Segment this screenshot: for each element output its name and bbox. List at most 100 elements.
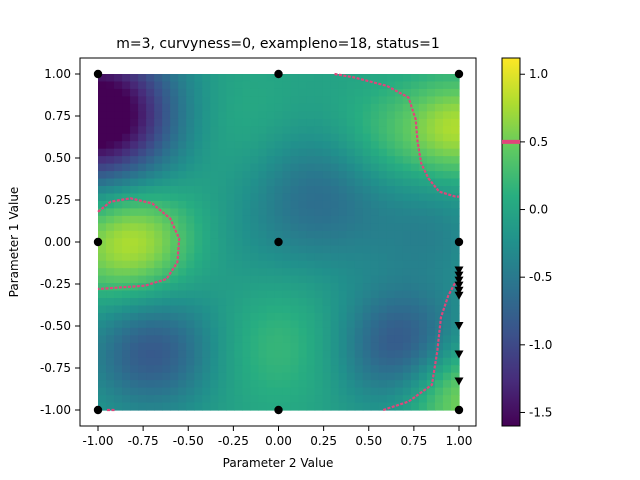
heatmap-cell [394, 163, 404, 172]
heatmap-cell [122, 200, 131, 209]
heatmap-cell [346, 298, 356, 307]
heatmap-cell [378, 312, 388, 321]
heatmap-cell [194, 186, 203, 195]
heatmap-cell [290, 305, 300, 314]
heatmap-cell [154, 178, 163, 187]
heatmap-cell [226, 118, 235, 127]
heatmap-cell [434, 88, 444, 97]
heatmap-cell [98, 103, 107, 112]
heatmap-cell [282, 335, 292, 344]
heatmap-cell [298, 365, 308, 374]
heatmap-cell [138, 350, 147, 359]
heatmap-cell [274, 133, 284, 142]
heatmap-cell [354, 283, 364, 292]
heatmap-cell [154, 208, 163, 217]
heatmap-cell [242, 268, 252, 277]
heatmap-cell [450, 305, 460, 314]
heatmap-cell [186, 402, 195, 411]
heatmap-cell [418, 111, 428, 120]
heatmap-cell [394, 380, 404, 389]
heatmap-cell [130, 141, 139, 150]
heatmap-cell [162, 141, 171, 150]
heatmap-cell [98, 163, 107, 172]
heatmap-cell [410, 335, 420, 344]
heatmap-cell [106, 163, 115, 172]
heatmap-cell [298, 88, 308, 97]
heatmap-cell [250, 260, 260, 269]
heatmap-cell [354, 200, 364, 209]
heatmap-cell [210, 275, 219, 284]
heatmap-cell [274, 380, 284, 389]
heatmap-cell [98, 88, 107, 97]
heatmap-cell [402, 350, 412, 359]
heatmap-cell [442, 372, 452, 381]
heatmap-cell [362, 193, 372, 202]
heatmap-cell [138, 253, 147, 262]
heatmap-cell [202, 111, 211, 120]
heatmap-cell [186, 118, 195, 127]
heatmap-cell [218, 335, 227, 344]
heatmap-cell [162, 103, 171, 112]
heatmap-cell [194, 298, 203, 307]
heatmap-cell [274, 253, 284, 262]
heatmap-cell [162, 193, 171, 202]
heatmap-cell [394, 178, 404, 187]
heatmap-cell [98, 230, 107, 239]
heatmap-cell [434, 245, 444, 254]
heatmap-cell [194, 342, 203, 351]
heatmap-cell [290, 118, 300, 127]
heatmap-cell [186, 372, 195, 381]
heatmap-cell [442, 126, 452, 135]
heatmap-cell [338, 402, 348, 411]
heatmap-cell [306, 148, 316, 157]
heatmap-cell [114, 327, 123, 336]
heatmap-cell [346, 156, 356, 165]
heatmap-cell [442, 275, 452, 284]
heatmap-cell [362, 223, 372, 232]
heatmap-cell [290, 365, 300, 374]
heatmap-cell [186, 380, 195, 389]
heatmap-cell [402, 141, 412, 150]
heatmap-cell [106, 223, 115, 232]
heatmap-cell [242, 81, 252, 90]
heatmap-cell [442, 395, 452, 404]
heatmap-cell [266, 283, 276, 292]
heatmap-cell [298, 126, 308, 135]
sample-point [454, 271, 464, 280]
heatmap-cell [378, 200, 388, 209]
heatmap-cell [370, 275, 380, 284]
heatmap-cell [130, 238, 139, 247]
heatmap-cell [442, 268, 452, 277]
heatmap-cell [226, 402, 235, 411]
heatmap-cell [362, 118, 372, 127]
heatmap-cell [234, 298, 243, 307]
heatmap-cell [282, 74, 292, 83]
heatmap-cell [178, 133, 187, 142]
heatmap-cell [114, 81, 123, 90]
heatmap-cell [106, 320, 115, 329]
heatmap-cell [226, 193, 235, 202]
heatmap-cell [354, 118, 364, 127]
heatmap-cell [242, 163, 252, 172]
heatmap-cell [98, 290, 107, 299]
heatmap-cell [114, 305, 123, 314]
grid-point [93, 237, 103, 247]
heatmap-cell [170, 230, 179, 239]
heatmap-cell [370, 238, 380, 247]
heatmap-cell [162, 238, 171, 247]
heatmap-cell [266, 200, 276, 209]
heatmap-cell [226, 88, 235, 97]
heatmap-cell [354, 350, 364, 359]
heatmap-cell [114, 193, 123, 202]
heatmap-cell [290, 268, 300, 277]
heatmap-cell [154, 253, 163, 262]
heatmap-cell [410, 290, 420, 299]
heatmap-cell [298, 402, 308, 411]
heatmap-cell [354, 88, 364, 97]
heatmap-cell [122, 156, 131, 165]
heatmap-cell [418, 200, 428, 209]
heatmap-cell [306, 81, 316, 90]
heatmap-cell [282, 178, 292, 187]
heatmap-cell [186, 260, 195, 269]
heatmap-cell [98, 395, 107, 404]
